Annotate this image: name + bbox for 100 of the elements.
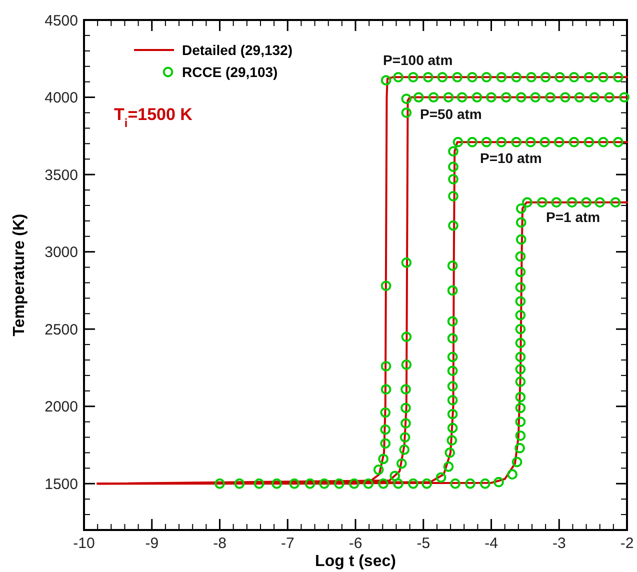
y-tick-label: 1500 bbox=[44, 476, 78, 493]
point bbox=[400, 402, 411, 414]
point bbox=[522, 197, 532, 208]
point bbox=[448, 146, 458, 157]
point bbox=[619, 92, 630, 102]
point bbox=[516, 234, 526, 245]
annotation: P=50 atm bbox=[420, 106, 482, 122]
point bbox=[380, 407, 391, 418]
point bbox=[589, 92, 600, 102]
point bbox=[511, 72, 522, 82]
annotation: P=100 atm bbox=[383, 52, 453, 68]
point bbox=[515, 251, 526, 262]
point bbox=[401, 332, 412, 342]
point bbox=[452, 72, 463, 82]
y-axis-title: Temperature (K) bbox=[11, 214, 28, 336]
point bbox=[472, 92, 482, 102]
x-tick-label: -9 bbox=[145, 535, 159, 552]
point bbox=[378, 454, 389, 464]
point bbox=[413, 92, 424, 102]
point bbox=[515, 364, 526, 374]
point bbox=[481, 136, 492, 148]
point bbox=[272, 478, 282, 489]
point bbox=[516, 203, 526, 214]
point bbox=[581, 197, 592, 208]
point bbox=[612, 136, 624, 148]
point bbox=[447, 285, 458, 296]
point bbox=[408, 72, 418, 82]
point bbox=[380, 75, 392, 86]
point bbox=[496, 136, 507, 148]
point bbox=[554, 72, 566, 82]
point bbox=[515, 266, 526, 278]
point bbox=[515, 430, 526, 441]
point bbox=[450, 478, 460, 489]
point bbox=[437, 72, 448, 82]
point bbox=[448, 174, 458, 184]
point bbox=[447, 394, 458, 406]
point bbox=[511, 136, 522, 148]
point bbox=[393, 72, 404, 82]
point bbox=[380, 384, 392, 395]
point bbox=[584, 72, 594, 82]
point bbox=[515, 416, 526, 428]
point bbox=[467, 72, 478, 82]
point bbox=[507, 469, 518, 480]
point bbox=[428, 92, 439, 102]
point bbox=[515, 402, 526, 414]
point bbox=[436, 472, 446, 483]
point bbox=[234, 478, 245, 489]
point bbox=[515, 392, 526, 402]
point bbox=[515, 282, 526, 293]
x-tick-label: -8 bbox=[213, 535, 226, 552]
point bbox=[610, 197, 621, 208]
point bbox=[486, 92, 496, 102]
point bbox=[380, 438, 391, 449]
point bbox=[390, 470, 400, 482]
annotation: P=1 atm bbox=[546, 209, 600, 225]
annotation: T$_{i}$=1500 K bbox=[114, 105, 194, 130]
point bbox=[566, 197, 578, 208]
point bbox=[465, 478, 476, 489]
point bbox=[530, 92, 541, 102]
y-tick-label: 3000 bbox=[44, 244, 78, 262]
point bbox=[515, 338, 526, 348]
point bbox=[516, 92, 526, 102]
point bbox=[515, 352, 526, 362]
point bbox=[448, 162, 458, 172]
point bbox=[452, 136, 464, 148]
point bbox=[515, 296, 526, 306]
point bbox=[515, 310, 526, 320]
point bbox=[515, 376, 526, 387]
point bbox=[400, 432, 410, 442]
point bbox=[526, 72, 536, 82]
point bbox=[512, 456, 522, 468]
y-tick-label: 2000 bbox=[44, 398, 78, 416]
point bbox=[574, 92, 585, 102]
point bbox=[554, 136, 564, 148]
point bbox=[598, 72, 608, 82]
point bbox=[540, 136, 550, 148]
point bbox=[448, 220, 458, 231]
point bbox=[515, 324, 526, 334]
point bbox=[467, 136, 478, 148]
point bbox=[289, 478, 300, 489]
point bbox=[334, 478, 344, 489]
point bbox=[401, 94, 412, 104]
point bbox=[447, 366, 458, 376]
y-tick-label: 4500 bbox=[44, 12, 78, 30]
point bbox=[448, 190, 458, 202]
point bbox=[373, 464, 384, 475]
x-tick-label: -2 bbox=[620, 535, 634, 552]
point bbox=[536, 197, 548, 208]
point bbox=[378, 478, 389, 489]
point bbox=[214, 478, 225, 489]
point bbox=[254, 478, 264, 489]
point bbox=[399, 444, 410, 455]
point bbox=[447, 381, 458, 392]
point bbox=[540, 72, 551, 82]
point bbox=[422, 478, 432, 489]
point bbox=[447, 422, 458, 434]
point bbox=[525, 136, 536, 148]
x-tick-label: -6 bbox=[348, 535, 362, 552]
point bbox=[545, 92, 556, 102]
point bbox=[393, 478, 404, 489]
